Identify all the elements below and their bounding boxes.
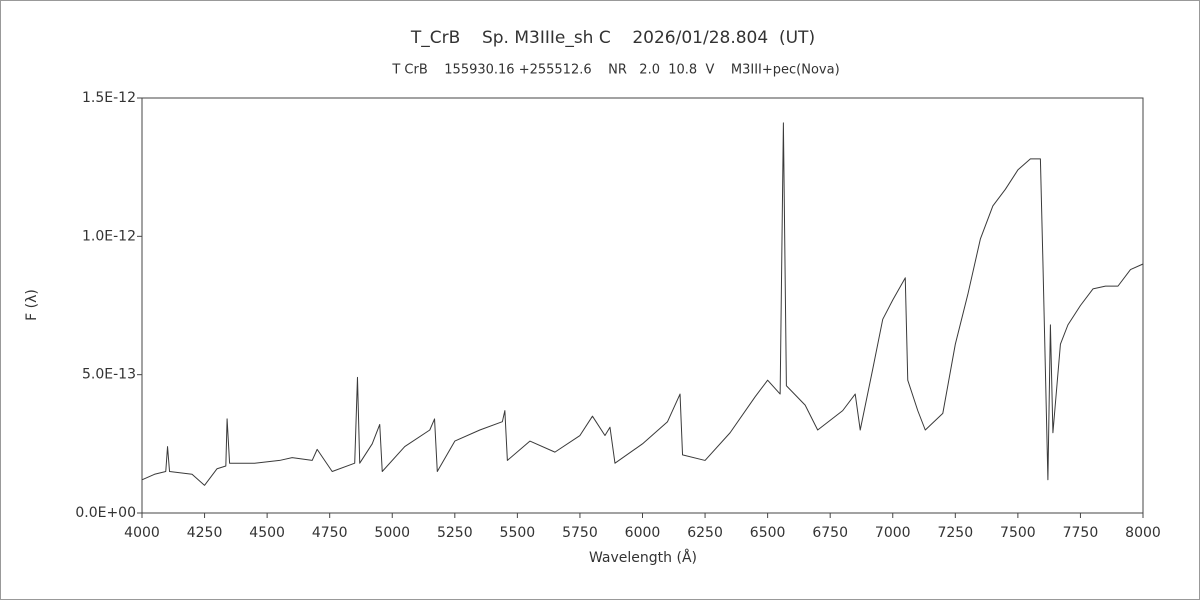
y-tick-label: 1.5E-12 [82,90,136,106]
x-tick-label: 4750 [312,525,348,541]
chart-subtitle: T CrB 155930.16 +255512.6 NR 2.0 10.8 V … [391,63,839,78]
x-tick-label: 6500 [750,525,786,541]
y-axis-label: F (λ) [24,289,40,321]
y-tick-label: 5.0E-13 [82,367,136,383]
x-tick-label: 6000 [625,525,661,541]
x-tick-label: 8000 [1125,525,1161,541]
x-tick-label: 6250 [687,525,723,541]
x-tick-label: 5500 [500,525,536,541]
x-tick-label: 7500 [1000,525,1036,541]
x-tick-label: 4250 [187,525,223,541]
y-tick-label: 1.0E-12 [82,228,136,244]
chart-title: T_CrB Sp. M3IIIe_sh C 2026/01/28.804 (UT… [410,28,815,48]
x-tick-label: 4500 [249,525,285,541]
x-axis-label: Wavelength (Å) [589,549,697,566]
x-tick-label: 4000 [124,525,160,541]
x-tick-label: 5750 [562,525,598,541]
plot-frame [141,97,1144,514]
x-tick-label: 7750 [1063,525,1099,541]
x-tick-label: 6750 [812,525,848,541]
x-tick-label: 7250 [937,525,973,541]
x-tick-label: 5000 [374,525,410,541]
x-tick-label: 7000 [875,525,911,541]
y-tick-label: 0.0E+00 [75,505,136,521]
spectrum-line [141,122,1144,486]
x-tick-label: 5250 [437,525,473,541]
